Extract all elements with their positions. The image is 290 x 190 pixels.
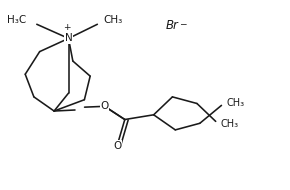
Text: O: O [113,141,122,151]
Text: CH₃: CH₃ [221,119,239,129]
Text: O: O [100,101,109,111]
Text: CH₃: CH₃ [104,15,123,25]
Text: CH₃: CH₃ [227,98,245,108]
Text: H₃C: H₃C [7,15,26,25]
Text: +: + [63,23,70,32]
Text: Br: Br [165,19,178,32]
Text: N: N [65,33,72,44]
Text: −: − [179,19,186,28]
